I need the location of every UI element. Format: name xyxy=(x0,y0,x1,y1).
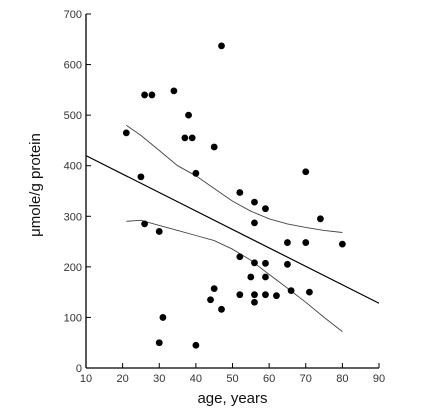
x-axis-label: age, years xyxy=(197,390,267,407)
confidence-band-lower xyxy=(126,219,343,332)
data-point xyxy=(122,129,130,137)
data-point xyxy=(251,219,258,227)
data-point xyxy=(185,111,192,119)
x-tick-label: 80 xyxy=(336,373,348,385)
data-point xyxy=(302,239,310,246)
x-tick-label: 90 xyxy=(373,373,385,385)
data-point xyxy=(287,287,295,295)
data-point xyxy=(251,298,258,306)
x-tick-label: 40 xyxy=(190,373,202,385)
regression-line xyxy=(85,155,380,304)
data-points-layer xyxy=(122,42,346,349)
data-point xyxy=(236,253,244,261)
data-point xyxy=(284,260,291,268)
x-tick-label: 60 xyxy=(263,373,275,385)
y-tick-label: 200 xyxy=(64,262,82,274)
data-point xyxy=(218,305,225,313)
x-tick-label: 70 xyxy=(300,373,312,385)
data-point xyxy=(155,339,163,347)
data-point xyxy=(148,91,156,99)
data-point xyxy=(302,168,310,176)
data-point xyxy=(210,285,218,293)
y-tick-label: 300 xyxy=(64,211,82,223)
data-point xyxy=(284,239,291,246)
y-tick-label: 100 xyxy=(64,312,82,324)
data-point xyxy=(236,189,244,196)
data-point xyxy=(317,215,324,223)
data-point xyxy=(141,91,149,99)
regression-layer xyxy=(85,155,380,304)
y-axis-label: μmole/g protein xyxy=(27,133,44,237)
data-point xyxy=(251,198,258,206)
x-tick-label: 30 xyxy=(153,373,165,385)
data-point xyxy=(247,273,255,281)
x-tick-label: 20 xyxy=(117,373,129,385)
data-point xyxy=(262,205,269,213)
data-point xyxy=(141,220,149,228)
axes-layer: 10 20 30 40 50 60 70 80 90 0 100 200 300 400 500 600 700 xyxy=(64,9,385,385)
data-point xyxy=(207,296,214,304)
data-point xyxy=(262,273,269,281)
x-tick-label: 10 xyxy=(80,373,92,385)
data-point xyxy=(262,259,269,267)
y-tick-label: 500 xyxy=(64,110,82,122)
data-point xyxy=(137,173,145,181)
data-point xyxy=(251,291,258,299)
x-tick-label: 50 xyxy=(226,373,238,385)
data-point xyxy=(192,169,200,177)
data-point xyxy=(188,134,196,142)
confidence-band-layer xyxy=(126,124,343,332)
data-point xyxy=(218,42,225,50)
data-point xyxy=(262,291,269,299)
data-point xyxy=(251,259,258,267)
data-point xyxy=(181,134,189,142)
data-point xyxy=(236,291,244,299)
data-point xyxy=(170,87,178,95)
y-tick-label: 600 xyxy=(64,60,82,72)
data-point xyxy=(273,292,280,300)
y-tick-label: 700 xyxy=(64,9,82,21)
data-point xyxy=(155,228,163,235)
data-point xyxy=(306,288,313,296)
confidence-band-upper xyxy=(126,124,343,233)
data-point xyxy=(192,341,200,349)
y-tick-label: 0 xyxy=(76,363,82,375)
y-tick-label: 400 xyxy=(64,161,82,173)
data-point xyxy=(159,314,167,321)
data-point xyxy=(210,143,218,151)
data-point xyxy=(338,240,346,248)
